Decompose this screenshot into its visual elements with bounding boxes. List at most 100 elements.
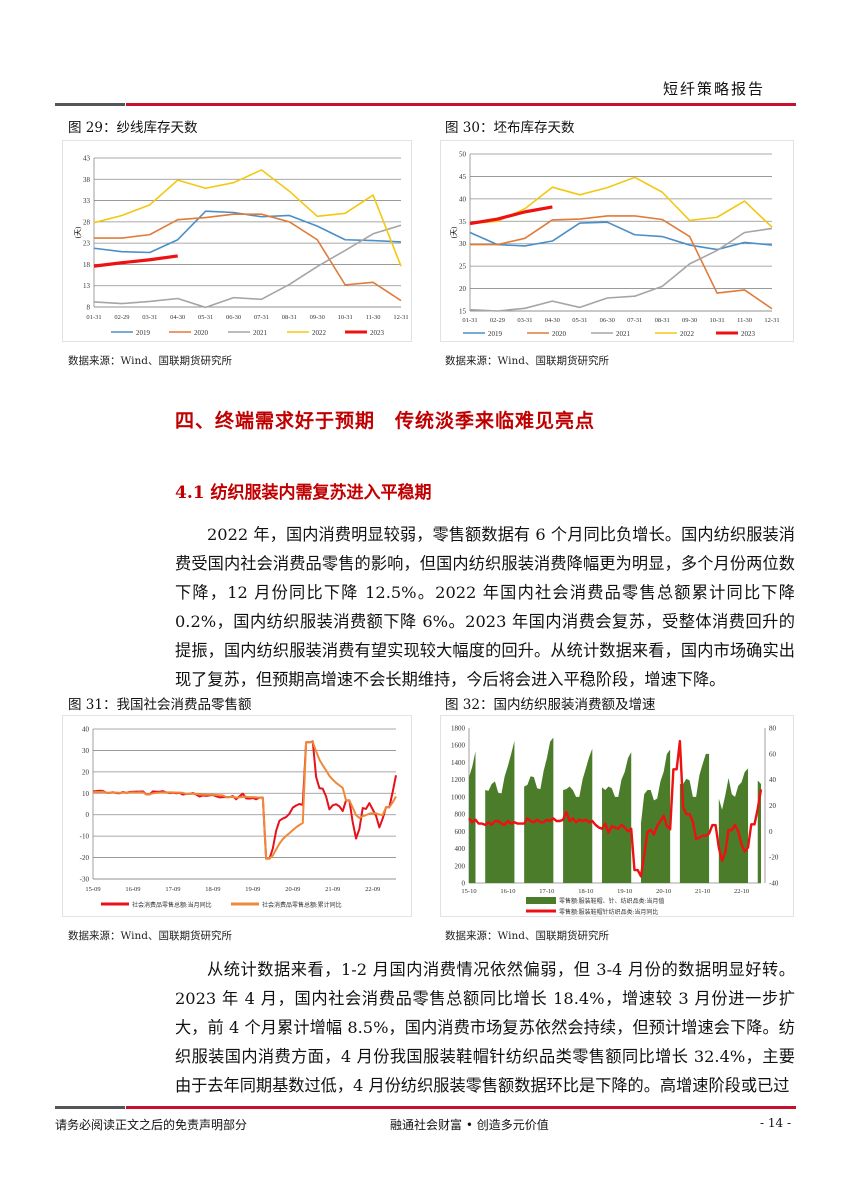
section-heading: 四、终端需求好于预期 传统淡季来临难见亮点 bbox=[175, 410, 596, 432]
x-tick-label: 15-10 bbox=[461, 888, 476, 895]
y-axis-label: (天) bbox=[450, 226, 458, 238]
x-tick-label: 19-10 bbox=[617, 888, 632, 895]
y-tick-label: 800 bbox=[455, 811, 466, 819]
x-tick-label: 09-30 bbox=[310, 314, 325, 321]
legend-label: 2023 bbox=[741, 330, 756, 338]
legend-label: 2020 bbox=[194, 329, 209, 337]
x-tick-label: 16-10 bbox=[500, 888, 515, 895]
x-tick-label: 17-10 bbox=[539, 888, 554, 895]
x-tick-label: 03-31 bbox=[517, 317, 532, 324]
y-tick-label: 25 bbox=[459, 263, 467, 271]
chart-29-svg: 8 13 18 23 28 33 38 43 (天) 01-31 02-29 03-31 04-30 05… bbox=[74, 155, 409, 338]
y-tick-label: 20 bbox=[82, 768, 90, 776]
x-tick-label: 21-10 bbox=[695, 888, 710, 895]
x-tick-label: 05-31 bbox=[198, 314, 213, 321]
header-rule-red bbox=[126, 103, 796, 106]
x-tick-label: 22-09 bbox=[365, 886, 380, 893]
y-tick-label: 35 bbox=[459, 218, 467, 226]
y-tick-label: 0 bbox=[86, 811, 90, 819]
x-tick-label: 06-30 bbox=[600, 317, 615, 324]
x-tick-label: 02-29 bbox=[490, 317, 505, 324]
area-segment-series-0 bbox=[640, 749, 671, 883]
page-number: - 14 - bbox=[760, 1116, 792, 1130]
x-tick-label: 04-30 bbox=[545, 317, 560, 324]
x-tick-label: 12-31 bbox=[764, 317, 779, 324]
header-rule-gray bbox=[55, 103, 125, 106]
legend-label: 2020 bbox=[552, 330, 567, 338]
figure-29-title: 图 29：纱线库存天数 bbox=[68, 120, 198, 136]
x-tick-label: 07-31 bbox=[627, 317, 642, 324]
area-segment-series-0 bbox=[485, 740, 515, 883]
figure-29-source: 数据来源：Wind、国联期货研究所 bbox=[68, 355, 232, 367]
x-tick-label: 05-31 bbox=[572, 317, 587, 324]
y-tick-label: 45 bbox=[459, 173, 467, 181]
figure-30-source: 数据来源：Wind、国联期货研究所 bbox=[445, 355, 609, 367]
report-title: 短纤策略报告 bbox=[662, 80, 765, 98]
y-tick-label: 1800 bbox=[451, 725, 466, 733]
x-tick-label: 18-09 bbox=[205, 886, 220, 893]
x-tick-label: 20-09 bbox=[285, 886, 300, 893]
x-tick-label: 18-10 bbox=[578, 888, 593, 895]
y-tick-label: 200 bbox=[455, 862, 466, 870]
x-tick-label: 08-31 bbox=[655, 317, 670, 324]
y-tick-label: 0 bbox=[462, 880, 466, 888]
legend-label: 2019 bbox=[488, 330, 503, 338]
y2-tick-label: 40 bbox=[769, 776, 777, 784]
line-series-0 bbox=[93, 210, 402, 254]
y-tick-label: 50 bbox=[459, 151, 467, 159]
area-segment-series-0 bbox=[563, 748, 593, 883]
x-tick-label: 17-09 bbox=[165, 886, 180, 893]
body-paragraph-2: 从统计数据来看，1-2 月国内消费情况依然偏弱，但 3-4 月份的数据明显好转。… bbox=[175, 960, 795, 1095]
legend-label: 2021 bbox=[253, 329, 268, 337]
y-tick-label: 1000 bbox=[451, 793, 466, 801]
body-paragraph-1: 2022 年，国内消费明显较弱，零售额数据有 6 个月同比负增长。国内纺织服装消… bbox=[175, 525, 795, 689]
legend-label: 2022 bbox=[312, 329, 327, 337]
legend-label: 社会消费品零售总额:当月同比 bbox=[132, 901, 212, 909]
x-tick-label: 10-31 bbox=[710, 317, 725, 324]
y-tick-label: -10 bbox=[80, 833, 90, 841]
y-tick-label: 600 bbox=[455, 828, 466, 836]
x-tick-label: 06-30 bbox=[226, 314, 241, 321]
legend-label: 2019 bbox=[136, 329, 151, 337]
x-tick-label: 03-31 bbox=[142, 314, 157, 321]
line-series-3 bbox=[93, 169, 402, 267]
x-tick-label: 07-31 bbox=[254, 314, 269, 321]
y-tick-label: 43 bbox=[83, 155, 91, 163]
line-series-1 bbox=[468, 739, 763, 878]
area-segment-series-0 bbox=[524, 737, 554, 883]
y2-tick-label: -20 bbox=[769, 854, 779, 862]
y-tick-label: 23 bbox=[83, 240, 91, 248]
y2-tick-label: -40 bbox=[769, 880, 779, 888]
chart-31: -30 -20 -10 0 10 20 30 40 15-09 16-09 17-09 18-09 19… bbox=[62, 715, 412, 917]
legend-label: 2021 bbox=[616, 330, 631, 338]
line-series-4 bbox=[93, 254, 178, 268]
line-series-2 bbox=[93, 224, 402, 309]
y-tick-label: 1200 bbox=[451, 776, 466, 784]
x-tick-label: 15-09 bbox=[85, 886, 100, 893]
line-series-4 bbox=[469, 205, 553, 226]
legend-label: 零售额:服装鞋帽针纺织品类:当月同比 bbox=[559, 908, 658, 916]
x-tick-label: 08-31 bbox=[282, 314, 297, 321]
figure-31-title: 图 31：我国社会消费品零售额 bbox=[68, 697, 252, 713]
x-tick-label: 01-31 bbox=[462, 317, 477, 324]
y-tick-label: 10 bbox=[82, 790, 90, 798]
footer-disclaimer: 请务必阅读正文之后的免责声明部分 bbox=[55, 1118, 248, 1132]
area-segment-series-0 bbox=[679, 753, 710, 883]
x-tick-label: 04-30 bbox=[170, 314, 185, 321]
x-tick-label: 20-10 bbox=[656, 888, 671, 895]
line-series-0 bbox=[92, 740, 397, 860]
chart-29: 8 13 18 23 28 33 38 43 (天) 01-31 02-29 03-31 04-30 05… bbox=[62, 140, 412, 342]
y-tick-label: 8 bbox=[87, 304, 91, 312]
y2-tick-label: 0 bbox=[769, 828, 773, 836]
legend-label: 2022 bbox=[680, 330, 695, 338]
y-tick-label: 30 bbox=[82, 747, 90, 755]
line-series-3 bbox=[469, 176, 773, 228]
footer-rule-red bbox=[126, 1106, 796, 1109]
line-series-2 bbox=[469, 227, 773, 312]
chart-30-svg: 15 20 25 30 35 40 45 50 (天) 01-31 02-29 03-31 04-30 0… bbox=[450, 151, 780, 339]
line-series-1 bbox=[92, 741, 397, 860]
figure-31-source: 数据来源：Wind、国联期货研究所 bbox=[68, 930, 232, 942]
y-tick-label: -30 bbox=[80, 876, 90, 884]
legend-swatch bbox=[526, 897, 556, 904]
y-tick-label: 28 bbox=[83, 218, 91, 226]
